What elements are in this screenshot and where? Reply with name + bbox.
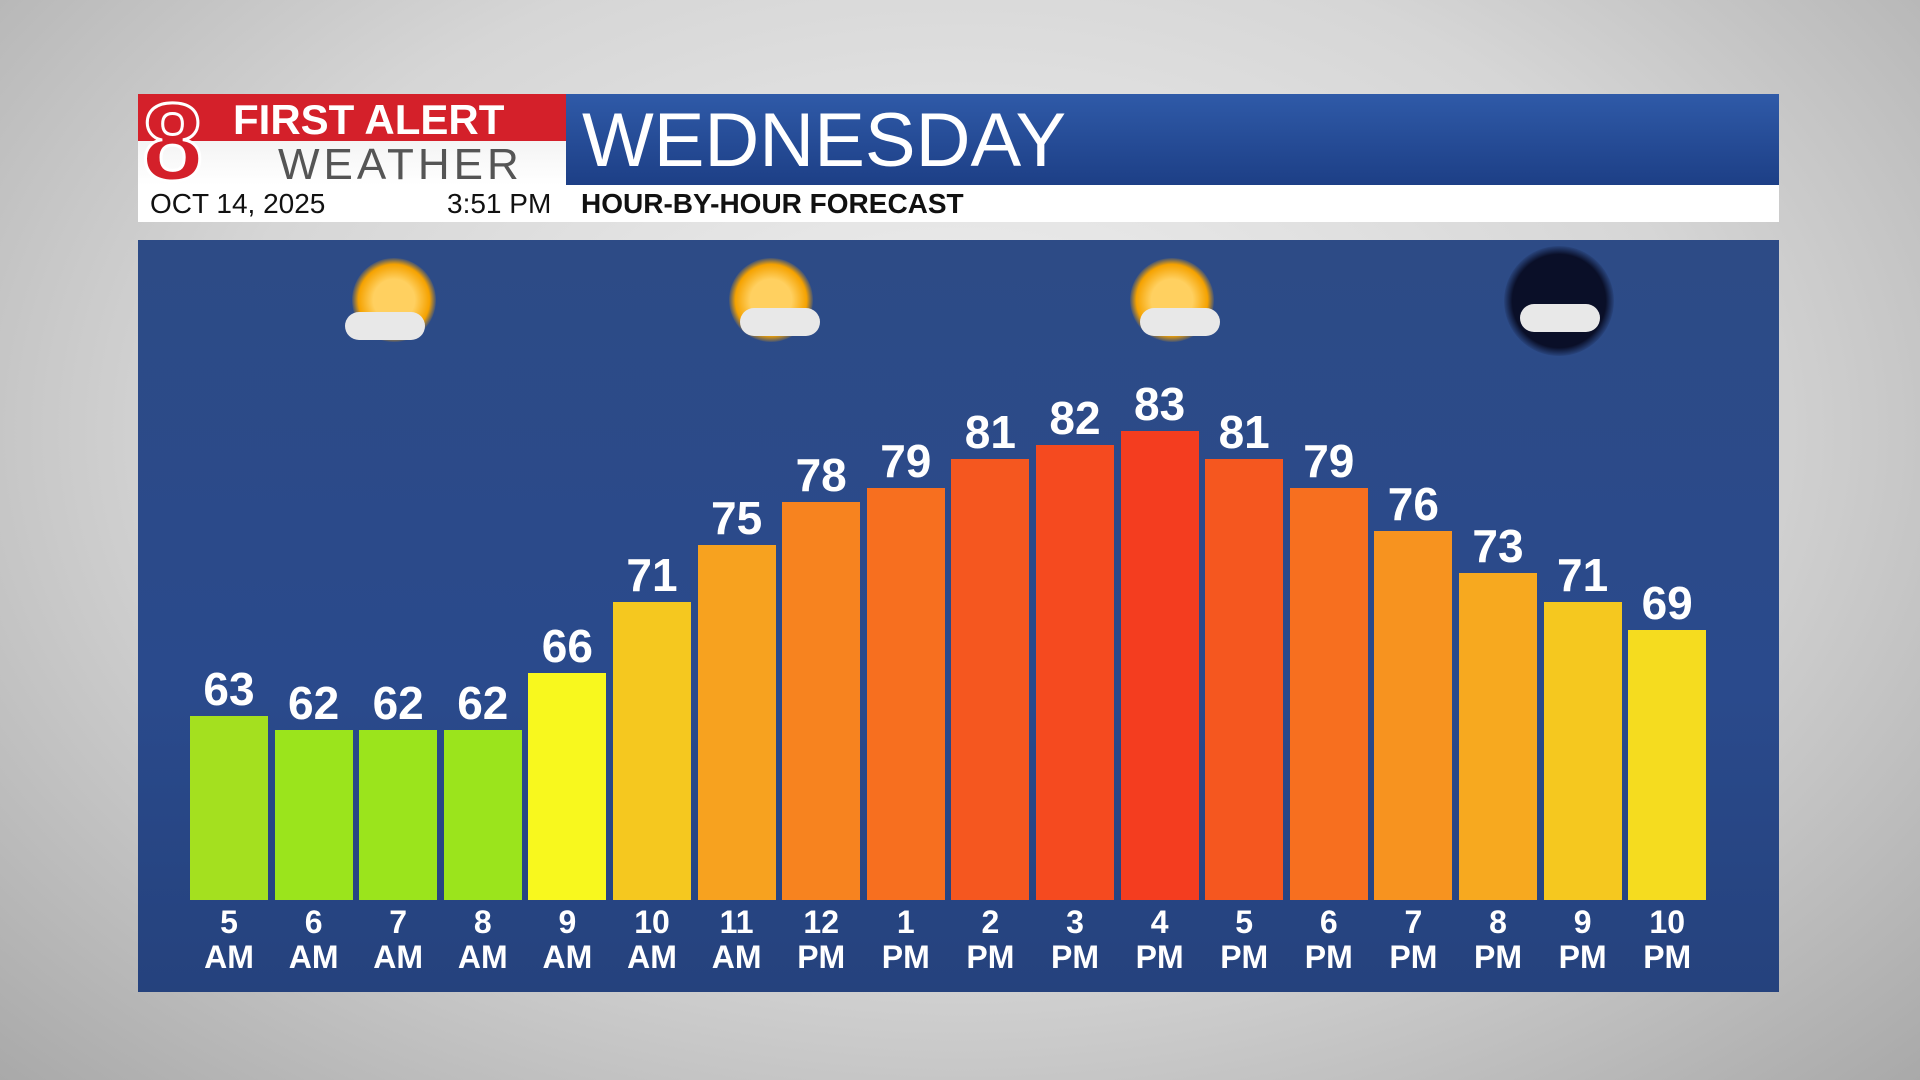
value-label: 78 (795, 449, 847, 502)
x-tick-label: 10 PM (1643, 904, 1692, 975)
x-tick-label: 12 PM (797, 904, 846, 975)
logo-line1: FIRST ALERT (233, 96, 505, 143)
x-tick-label: 5 AM (204, 904, 254, 975)
weather-icon (1520, 304, 1600, 332)
value-label: 73 (1472, 520, 1524, 573)
x-tick-label: 5 PM (1220, 904, 1269, 975)
bar (951, 459, 1030, 900)
value-label: 62 (372, 677, 424, 729)
x-tick-label: 2 PM (966, 904, 1015, 975)
value-label: 76 (1387, 477, 1439, 530)
weather-icon (1504, 246, 1614, 356)
bar (697, 544, 776, 900)
bar (1459, 573, 1537, 900)
chart-title: WEDNESDAY (582, 98, 1067, 183)
x-tick-label: 11 AM (711, 904, 762, 975)
bar (1120, 431, 1199, 900)
x-tick-label: 7 PM (1389, 904, 1438, 975)
x-tick-label: 8 PM (1474, 904, 1522, 975)
value-label: 62 (288, 677, 340, 729)
x-tick-label: 10 AM (627, 904, 677, 975)
weather-icon (740, 308, 820, 336)
bar (190, 715, 268, 900)
x-tick-label: 6 AM (288, 904, 339, 975)
value-label: 71 (626, 548, 678, 601)
bar (528, 673, 607, 900)
bar (1628, 630, 1707, 900)
bar (1205, 459, 1284, 900)
x-tick-label: 7 AM (373, 904, 424, 975)
bar (782, 502, 861, 900)
date: OCT 14, 2025 (150, 188, 326, 219)
x-tick-label: 9 PM (1558, 904, 1607, 975)
x-tick-label: 6 PM (1304, 904, 1353, 975)
bar (1289, 487, 1368, 900)
x-tick-label: 9 AM (542, 904, 593, 975)
value-label: 71 (1557, 548, 1609, 601)
value-label: 83 (1134, 378, 1186, 430)
value-label: 79 (880, 434, 932, 487)
x-tick-label: 8 AM (457, 904, 508, 975)
bar (443, 730, 522, 900)
value-label: 79 (1303, 434, 1355, 487)
logo: 8 FIRST ALERT WEATHER (138, 86, 566, 199)
value-label: 75 (711, 491, 763, 544)
time: 3:51 PM (447, 188, 552, 219)
value-label: 63 (203, 662, 255, 715)
value-label: 62 (457, 677, 509, 729)
bar (1374, 530, 1453, 900)
x-tick-label: 4 PM (1135, 904, 1184, 975)
bar (274, 730, 353, 900)
value-label: 69 (1641, 577, 1693, 630)
bar (359, 730, 438, 900)
logo-line2: WEATHER (278, 140, 523, 189)
bar (1543, 601, 1622, 900)
info-strip (138, 185, 1779, 222)
chart-subtitle: HOUR-BY-HOUR FORECAST (581, 188, 964, 219)
x-tick-label: 3 PM (1051, 904, 1099, 975)
value-label: 81 (964, 406, 1016, 459)
bar (1036, 445, 1114, 900)
weather-icon (345, 312, 425, 340)
logo-mark: 8 (140, 81, 204, 204)
x-tick-label: 1 PM (881, 904, 930, 975)
weather-icon (1140, 308, 1220, 336)
title-bar (566, 94, 1779, 185)
bar (866, 487, 945, 900)
logo-band (138, 94, 566, 141)
value-label: 66 (541, 620, 593, 673)
value-label: 82 (1049, 392, 1101, 445)
value-label: 81 (1218, 406, 1270, 459)
bar (613, 601, 691, 900)
